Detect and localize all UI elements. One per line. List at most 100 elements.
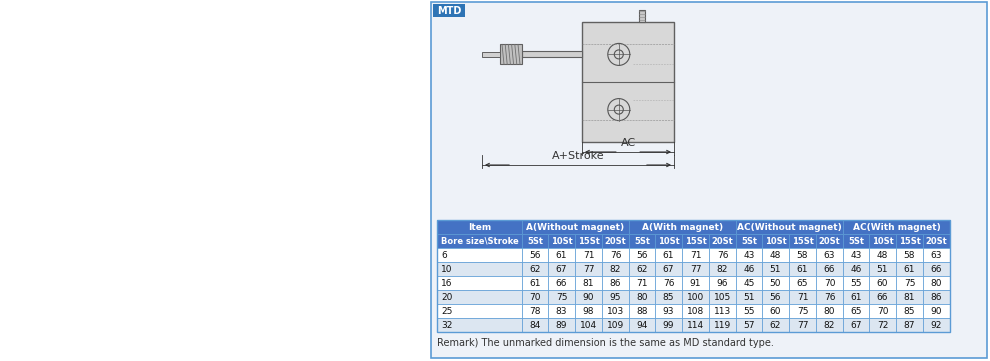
FancyBboxPatch shape — [896, 318, 923, 332]
FancyBboxPatch shape — [437, 290, 522, 304]
FancyBboxPatch shape — [602, 318, 629, 332]
Text: 15St: 15St — [899, 236, 921, 245]
FancyBboxPatch shape — [843, 262, 869, 276]
FancyBboxPatch shape — [789, 262, 816, 276]
Text: 55: 55 — [743, 306, 754, 316]
FancyBboxPatch shape — [682, 304, 709, 318]
Text: 75: 75 — [904, 278, 915, 287]
Text: A(Without magnet): A(Without magnet) — [527, 222, 625, 231]
Text: 66: 66 — [824, 265, 836, 274]
FancyBboxPatch shape — [789, 290, 816, 304]
Text: 109: 109 — [607, 321, 624, 330]
Text: 76: 76 — [662, 278, 674, 287]
FancyBboxPatch shape — [437, 318, 522, 332]
Text: 71: 71 — [690, 251, 701, 260]
Text: 85: 85 — [662, 292, 674, 301]
Text: 80: 80 — [824, 306, 836, 316]
FancyBboxPatch shape — [789, 318, 816, 332]
Text: 43: 43 — [850, 251, 861, 260]
Text: 76: 76 — [824, 292, 836, 301]
Text: 48: 48 — [770, 251, 781, 260]
Text: 58: 58 — [797, 251, 808, 260]
Text: 90: 90 — [583, 292, 594, 301]
FancyBboxPatch shape — [575, 290, 602, 304]
Text: 61: 61 — [904, 265, 915, 274]
Text: 105: 105 — [714, 292, 732, 301]
FancyBboxPatch shape — [896, 262, 923, 276]
FancyBboxPatch shape — [709, 248, 736, 262]
Text: 5St: 5St — [848, 236, 864, 245]
FancyBboxPatch shape — [736, 290, 762, 304]
FancyBboxPatch shape — [869, 276, 896, 290]
Text: AC(Without magnet): AC(Without magnet) — [738, 222, 842, 231]
FancyBboxPatch shape — [923, 248, 950, 262]
FancyBboxPatch shape — [762, 304, 789, 318]
FancyBboxPatch shape — [869, 248, 896, 262]
Text: 51: 51 — [770, 265, 781, 274]
FancyBboxPatch shape — [789, 234, 816, 248]
FancyBboxPatch shape — [655, 234, 682, 248]
Text: 87: 87 — [904, 321, 915, 330]
FancyBboxPatch shape — [923, 290, 950, 304]
FancyBboxPatch shape — [736, 318, 762, 332]
FancyBboxPatch shape — [629, 248, 655, 262]
Text: 6: 6 — [441, 251, 446, 260]
Text: 119: 119 — [714, 321, 732, 330]
Text: 61: 61 — [530, 278, 541, 287]
FancyBboxPatch shape — [522, 290, 548, 304]
Text: 10: 10 — [441, 265, 452, 274]
Text: 80: 80 — [637, 292, 647, 301]
FancyBboxPatch shape — [522, 318, 548, 332]
FancyBboxPatch shape — [437, 220, 522, 234]
Text: 81: 81 — [904, 292, 915, 301]
Text: 62: 62 — [770, 321, 781, 330]
Text: 61: 61 — [555, 251, 567, 260]
Text: 66: 66 — [555, 278, 567, 287]
FancyBboxPatch shape — [655, 248, 682, 262]
Text: 91: 91 — [690, 278, 701, 287]
FancyBboxPatch shape — [682, 276, 709, 290]
FancyBboxPatch shape — [816, 276, 843, 290]
FancyBboxPatch shape — [843, 304, 869, 318]
FancyBboxPatch shape — [437, 248, 522, 262]
FancyBboxPatch shape — [522, 220, 629, 234]
Text: Bore size\Stroke: Bore size\Stroke — [441, 236, 519, 245]
FancyBboxPatch shape — [736, 304, 762, 318]
Text: 76: 76 — [610, 251, 622, 260]
FancyBboxPatch shape — [655, 276, 682, 290]
Text: 63: 63 — [931, 251, 942, 260]
Text: 77: 77 — [583, 265, 594, 274]
Text: 20St: 20St — [605, 236, 627, 245]
FancyBboxPatch shape — [843, 318, 869, 332]
Text: 62: 62 — [530, 265, 541, 274]
Text: 57: 57 — [743, 321, 754, 330]
Text: 20St: 20St — [926, 236, 947, 245]
FancyBboxPatch shape — [709, 262, 736, 276]
FancyBboxPatch shape — [629, 234, 655, 248]
Text: 81: 81 — [583, 278, 594, 287]
FancyBboxPatch shape — [433, 4, 465, 17]
FancyBboxPatch shape — [575, 318, 602, 332]
FancyBboxPatch shape — [482, 52, 500, 57]
Text: 25: 25 — [441, 306, 452, 316]
FancyBboxPatch shape — [843, 234, 869, 248]
Text: 45: 45 — [743, 278, 754, 287]
FancyBboxPatch shape — [789, 304, 816, 318]
FancyBboxPatch shape — [602, 234, 629, 248]
Text: 60: 60 — [877, 278, 888, 287]
FancyBboxPatch shape — [522, 262, 548, 276]
Text: 48: 48 — [877, 251, 888, 260]
FancyBboxPatch shape — [923, 318, 950, 332]
FancyBboxPatch shape — [816, 304, 843, 318]
FancyBboxPatch shape — [843, 290, 869, 304]
FancyBboxPatch shape — [762, 318, 789, 332]
Text: 61: 61 — [850, 292, 861, 301]
Text: 5St: 5St — [527, 236, 543, 245]
Text: 82: 82 — [610, 265, 621, 274]
FancyBboxPatch shape — [575, 276, 602, 290]
Text: AC: AC — [621, 138, 636, 148]
FancyBboxPatch shape — [639, 10, 644, 22]
Text: Remark) The unmarked dimension is the same as MD standard type.: Remark) The unmarked dimension is the sa… — [437, 338, 774, 348]
FancyBboxPatch shape — [437, 276, 522, 290]
FancyBboxPatch shape — [843, 248, 869, 262]
